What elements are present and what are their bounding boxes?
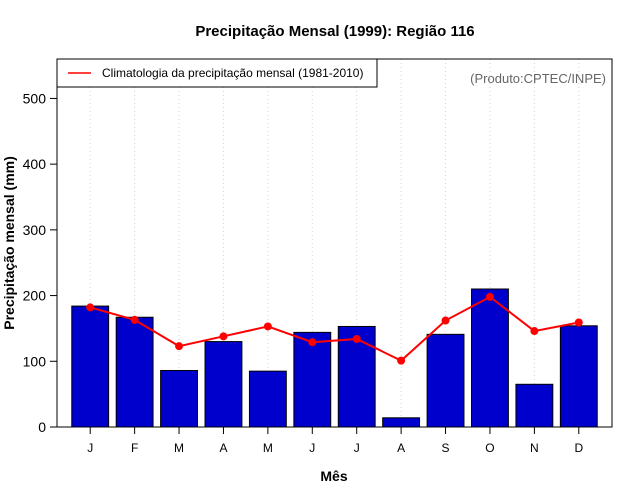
- climatology-point-12: [574, 318, 583, 327]
- climatology-point-11: [530, 327, 539, 336]
- x-tick-label-11: N: [530, 441, 539, 455]
- bar-2: [115, 316, 154, 428]
- x-tick-label-1: J: [87, 441, 93, 455]
- legend: Climatologia da precipitação mensal (198…: [56, 58, 378, 88]
- y-axis-label: Precipitação mensal (mm): [1, 156, 17, 330]
- bar-9: [426, 333, 465, 428]
- bar-10: [471, 288, 509, 428]
- legend-label: Climatologia da precipitação mensal (198…: [102, 66, 363, 80]
- chart-title: Precipitação Mensal (1999): Região 116: [195, 23, 474, 40]
- x-tick-label-7: J: [354, 441, 360, 455]
- y-tick-label: 0: [38, 419, 46, 435]
- bar-12: [559, 325, 598, 428]
- climatology-point-6: [308, 338, 317, 347]
- y-tick-label: 400: [23, 156, 47, 172]
- legend-box: [56, 58, 378, 88]
- y-tick-label: 200: [23, 288, 47, 304]
- climatology-point-10: [485, 292, 494, 301]
- climatology-point-5: [263, 322, 272, 331]
- climatology-point-4: [219, 332, 228, 341]
- x-tick-label-10: O: [485, 441, 494, 455]
- bar-7: [337, 325, 376, 428]
- x-axis-label: Mês: [320, 468, 347, 484]
- bar-1: [71, 305, 110, 428]
- y-tick-label: 100: [23, 353, 47, 369]
- grid: [89, 59, 580, 427]
- bar-4: [204, 341, 243, 428]
- y-tick-label: 500: [23, 90, 47, 106]
- climatology-point-2: [130, 315, 139, 324]
- x-tick-label-8: A: [397, 441, 405, 455]
- climatology-line: [89, 295, 579, 362]
- x-tick-label-4: A: [219, 441, 227, 455]
- x-tick-label-6: J: [309, 441, 315, 455]
- bar-3: [160, 369, 198, 428]
- bars: [71, 288, 598, 428]
- bar-11: [515, 383, 554, 428]
- climatology-line-group: [86, 292, 583, 365]
- bar-6: [293, 331, 332, 428]
- bar-5: [248, 370, 287, 428]
- climatology-point-7: [352, 334, 361, 343]
- climatology-point-9: [441, 316, 450, 325]
- y-tick-label: 300: [23, 222, 47, 238]
- credit-annotation: (Produto:CPTEC/INPE): [470, 71, 606, 86]
- x-tick-label-9: S: [442, 441, 450, 455]
- y-axis: 0 100 200 300 400 500: [23, 90, 57, 435]
- x-tick-label-3: M: [174, 441, 184, 455]
- bar-8: [382, 417, 421, 428]
- climatology-point-1: [86, 303, 95, 312]
- climatology-point-3: [175, 342, 184, 351]
- climatology-point-8: [397, 356, 406, 365]
- x-tick-label-5: M: [263, 441, 273, 455]
- x-tick-label-12: D: [574, 441, 583, 455]
- x-tick-label-2: F: [131, 441, 138, 455]
